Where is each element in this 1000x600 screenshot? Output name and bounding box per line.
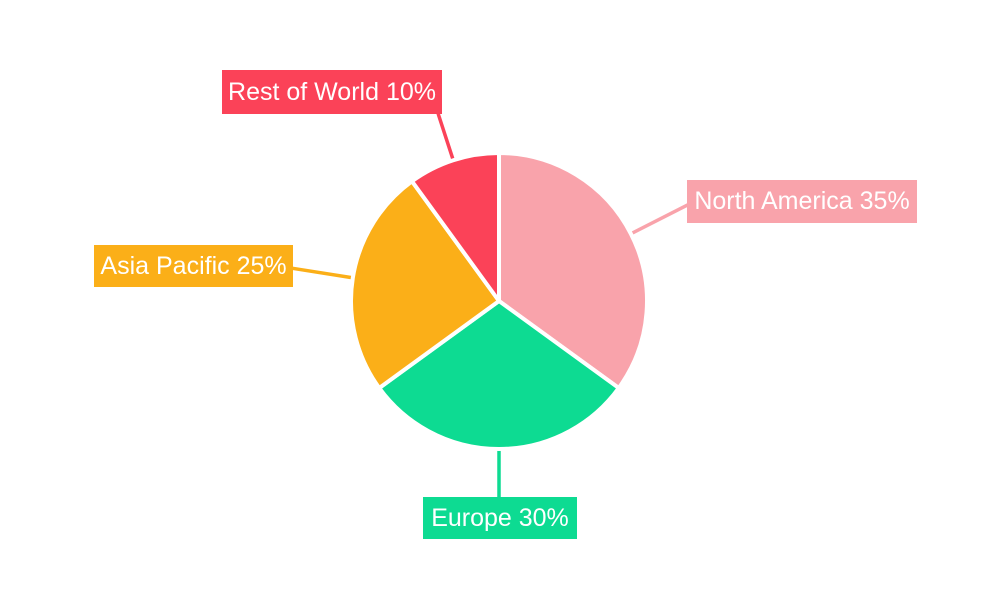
pie-slice-europe	[377, 299, 621, 451]
pie-slice-north-america	[497, 151, 649, 390]
pie-slice-rest-of-world	[410, 151, 501, 303]
pie-slice-asia-pacific	[349, 179, 501, 390]
callout-label-europe: Europe 30%	[423, 497, 577, 539]
callout-label-north-america: North America 35%	[687, 180, 917, 223]
callout-label-rest-of-world: Rest of World 10%	[222, 70, 442, 114]
callout-label-asia-pacific: Asia Pacific 25%	[94, 245, 293, 287]
